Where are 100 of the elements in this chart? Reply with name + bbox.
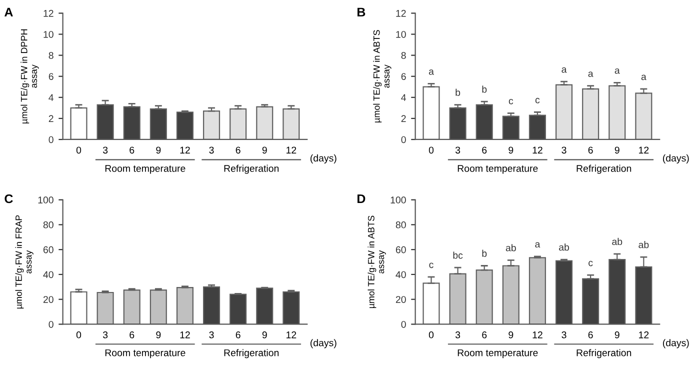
y-tick-label: 0	[48, 136, 54, 144]
text: Refrigeration	[576, 349, 632, 358]
x-tick-label: 3	[455, 331, 460, 338]
text: Room temperature	[105, 165, 186, 174]
chart-title: C	[4, 194, 13, 204]
data-label: c	[429, 262, 434, 268]
y-tick-label: 12	[44, 10, 54, 17]
y-tick-label: 8	[48, 52, 54, 59]
x-tick-label: 9	[156, 146, 161, 154]
y-axis-title: µmol TE/g·FW in ABTS assay	[368, 216, 386, 308]
y-tick-label: 4	[48, 94, 54, 101]
text: Room temperature	[458, 165, 538, 174]
data-label: ab	[559, 244, 570, 251]
data-label: a	[588, 72, 594, 77]
data-label: ab	[612, 238, 622, 246]
x-tick-label: 0	[76, 331, 82, 338]
x-tick-label: 9	[614, 331, 620, 338]
x-tick-label: 3	[209, 331, 214, 338]
data-label: b	[456, 88, 460, 96]
x-tick-label: 12	[532, 331, 542, 338]
y-axis-title: µmol TE/g·FW in FRAP assay	[15, 215, 34, 309]
y-tick-label: 10	[44, 30, 54, 38]
x-tick-label: 3	[562, 146, 566, 154]
y-tick-label: 80	[43, 221, 54, 228]
y-tick-label: 8	[401, 52, 406, 59]
x-tick-label: 9	[262, 331, 267, 338]
x-tick-label: 6	[130, 331, 134, 338]
x-tick-label: 3	[455, 146, 460, 154]
x-tick-label: 0	[428, 331, 434, 338]
x-tick-label: 12	[639, 146, 649, 154]
y-tick-label: 4	[401, 94, 406, 101]
data-label: ab	[638, 241, 649, 248]
text: Refrigeration	[576, 164, 632, 174]
x-tick-label: 12	[286, 331, 296, 338]
x-tick-label: 6	[130, 146, 134, 154]
x-axis-title: (days)	[310, 154, 336, 164]
data-label: b	[482, 86, 487, 93]
data-label: c	[508, 98, 514, 104]
y-tick-label: 10	[396, 30, 406, 38]
y-tick-label: 60	[43, 246, 54, 254]
x-tick-label: 6	[588, 331, 593, 338]
x-tick-label: 0	[76, 146, 82, 154]
data-label: b	[482, 250, 487, 257]
x-tick-label: 12	[180, 146, 190, 154]
y-tick-label: 0	[48, 320, 54, 328]
x-tick-label: 12	[180, 331, 190, 338]
text: Room temperature	[458, 349, 538, 358]
y-tick-label: 6	[48, 73, 54, 80]
text: Refrigeration	[224, 164, 279, 174]
y-tick-label: 40	[43, 271, 54, 278]
data-label: c	[535, 98, 540, 104]
x-tick-label: 6	[482, 146, 487, 154]
y-tick-label: 20	[43, 296, 54, 303]
data-label: a	[562, 67, 567, 73]
y-tick-label: 2	[401, 115, 406, 122]
x-axis-title: (days)	[662, 339, 689, 348]
data-label: ab	[506, 244, 516, 252]
x-tick-label: 3	[209, 146, 214, 154]
y-tick-label: 0	[401, 136, 406, 144]
y-tick-label: 100	[390, 196, 406, 204]
data-label: a	[641, 74, 646, 80]
chart-title: A	[4, 8, 13, 16]
x-tick-label: 3	[102, 331, 108, 338]
x-tick-label: 9	[508, 146, 514, 154]
text: Room temperature	[105, 349, 186, 358]
x-tick-label: 9	[156, 331, 161, 338]
x-tick-label: 12	[532, 146, 542, 154]
x-tick-label: 0	[428, 146, 434, 154]
text: Refrigeration	[224, 349, 279, 358]
data-label: a	[535, 242, 540, 248]
y-tick-label: 100	[38, 196, 54, 204]
data-label: bc	[453, 252, 463, 259]
x-tick-label: 3	[102, 146, 108, 154]
y-tick-label: 60	[396, 246, 406, 254]
data-label: a	[614, 68, 620, 74]
y-axis-title: µmol TE/g·FW in DPPH assay	[20, 29, 39, 124]
y-tick-label: 12	[396, 10, 406, 17]
chart-title: B	[358, 8, 366, 16]
x-tick-label: 12	[639, 331, 649, 338]
data-label: c	[588, 260, 593, 266]
x-tick-label: 3	[562, 331, 566, 338]
x-tick-label: 6	[588, 146, 593, 154]
x-tick-label: 12	[286, 146, 296, 154]
x-tick-label: 9	[614, 146, 620, 154]
x-tick-label: 9	[262, 146, 267, 154]
y-tick-label: 20	[396, 296, 406, 303]
y-tick-label: 2	[48, 115, 54, 122]
y-tick-label: 6	[401, 73, 406, 80]
y-tick-label: 0	[401, 320, 406, 328]
x-axis-title: (days)	[310, 339, 336, 348]
x-tick-label: 9	[508, 331, 514, 338]
chart-title: D	[358, 194, 366, 204]
x-tick-label: 6	[236, 146, 240, 154]
y-axis-title: µmol TE/g·FW in ABTS assay	[373, 30, 392, 122]
x-tick-label: 6	[482, 331, 487, 338]
y-tick-label: 80	[396, 221, 406, 228]
data-label: a	[428, 70, 434, 75]
x-tick-label: 6	[236, 331, 240, 338]
y-tick-label: 40	[396, 271, 406, 278]
x-axis-title: (days)	[662, 154, 689, 164]
